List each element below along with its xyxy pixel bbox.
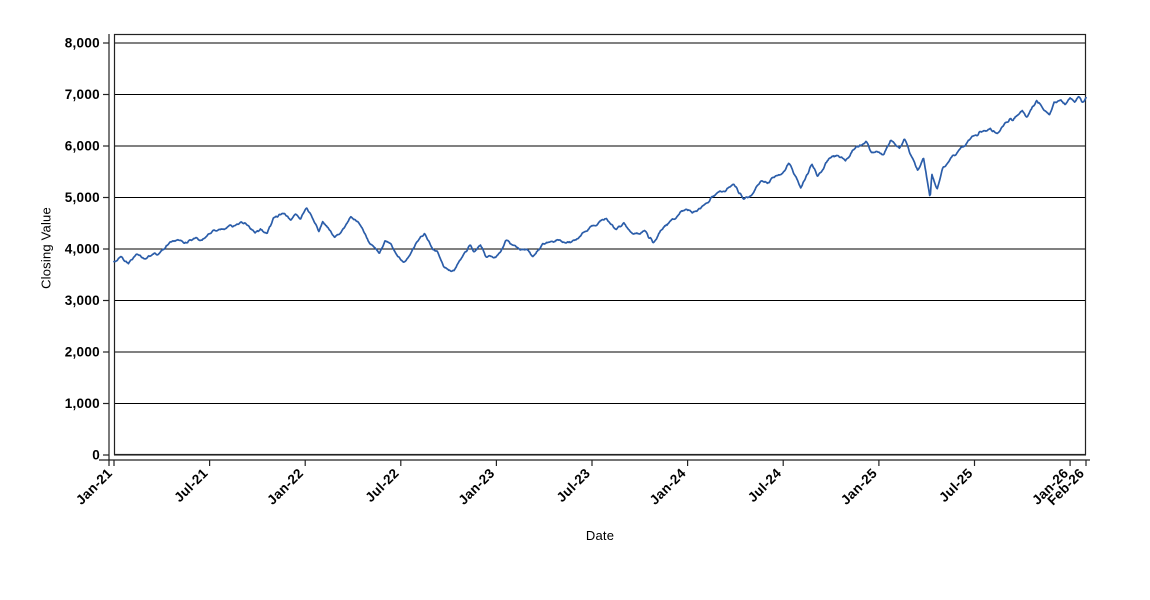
y-tick-label: 6,000 [65,139,100,154]
x-tick-label: Jan-23 [455,465,497,507]
y-tick-label: 8,000 [65,36,100,51]
x-tick-label: Jul-25 [936,465,976,505]
y-tick-label: 2,000 [65,345,100,360]
series-line [113,95,1087,273]
y-tick-label: 7,000 [65,87,100,102]
y-tick-label: 5,000 [65,190,100,205]
x-tick-label: Jul-24 [745,465,785,505]
x-tick-label: Jan-22 [264,466,306,508]
y-tick-label: 0 [92,448,100,463]
x-tick-label: Jan-24 [647,465,689,507]
y-tick-label: 1,000 [65,396,100,411]
x-tick-label: Jan-25 [838,465,880,507]
x-tick-label: Jul-22 [362,466,401,505]
plot-border [113,33,1087,456]
x-tick-label: Jul-21 [171,465,211,505]
y-tick-label: 3,000 [65,293,100,308]
y-tick-label: 4,000 [65,242,100,257]
x-axis-title: Date [585,528,615,543]
y-axis-title: Closing Value [38,207,54,289]
x-tick-label: Jul-23 [554,465,594,505]
x-tick-label: Jan-21 [73,465,115,507]
